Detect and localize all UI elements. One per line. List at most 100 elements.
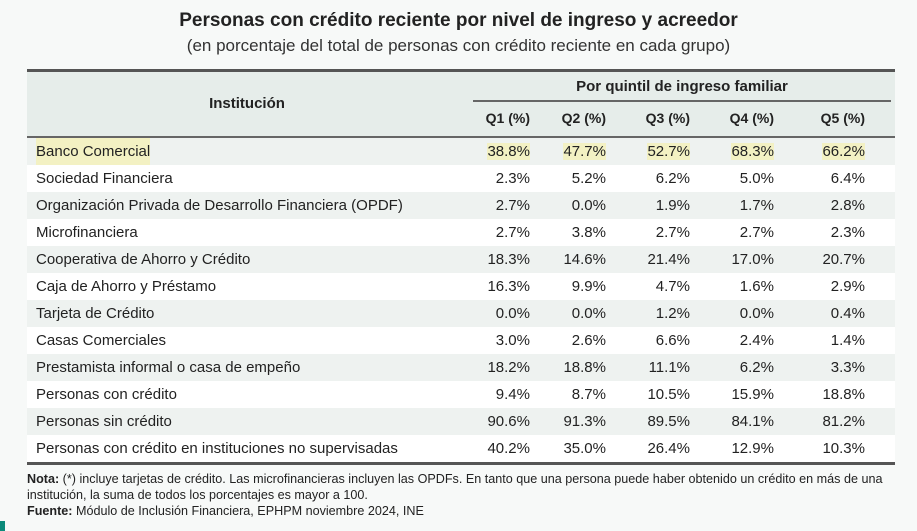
cell-q5: 10.3%: [795, 435, 865, 462]
row-label: Prestamista informal o casa de empeño: [36, 359, 301, 376]
cell-value: 16.3%: [487, 278, 530, 295]
cell-value: 2.8%: [830, 197, 865, 214]
cell-value: 4.7%: [655, 278, 690, 295]
cell-q5: 1.4%: [795, 327, 865, 354]
cell-value: 6.4%: [830, 170, 865, 187]
table-row: Caja de Ahorro y Préstamo 16.3% 9.9% 4.7% 1.…: [27, 273, 895, 300]
cell-value: 12.9%: [731, 440, 774, 457]
table-row: Microfinanciera 2.7% 3.8% 2.7% 2.7% 2.3%: [27, 219, 895, 246]
cell-q3: 4.7%: [620, 273, 690, 300]
cell-q4: 17.0%: [704, 246, 774, 273]
cell-q5: 6.4%: [795, 165, 865, 192]
row-label: Cooperativa de Ahorro y Crédito: [36, 251, 251, 268]
cell-q5: 66.2%: [795, 138, 865, 165]
cell-q1: 0.0%: [460, 300, 530, 327]
cell-q1: 2.7%: [460, 219, 530, 246]
cell-q2: 47.7%: [536, 138, 606, 165]
cell-value: 81.2%: [822, 413, 865, 430]
cell-q3: 21.4%: [620, 246, 690, 273]
cell-value: 9.9%: [571, 278, 606, 295]
note-line: Nota: (*) incluye tarjetas de crédito. L…: [27, 471, 897, 503]
cell-value: 6.6%: [655, 332, 690, 349]
note-label: Nota:: [27, 472, 60, 486]
cell-value: 21.4%: [647, 251, 690, 268]
source-line: Fuente: Módulo de Inclusión Financiera, …: [27, 503, 897, 519]
cell-q3: 52.7%: [620, 138, 690, 165]
quintile-group-header: Por quintil de ingreso familiar: [473, 78, 891, 102]
cell-q3: 89.5%: [620, 408, 690, 435]
cell-value: 2.9%: [830, 278, 865, 295]
table-body: Banco Comercial 38.8% 47.7% 52.7% 68.3% 66.2%…: [27, 138, 895, 462]
cell-value: 8.7%: [571, 386, 606, 403]
table-row: Tarjeta de Crédito 0.0% 0.0% 1.2% 0.0% 0.4%: [27, 300, 895, 327]
cell-q3: 6.2%: [620, 165, 690, 192]
cell-q2: 0.0%: [536, 300, 606, 327]
cell-value: 3.8%: [571, 224, 606, 241]
cell-value: 14.6%: [563, 251, 606, 268]
data-table: Institución Por quintil de ingreso famil…: [27, 69, 895, 465]
cell-q5: 2.9%: [795, 273, 865, 300]
cell-value: 2.7%: [495, 224, 530, 241]
row-label: Organización Privada de Desarrollo Finan…: [36, 197, 403, 214]
cell-value: 2.7%: [655, 224, 690, 241]
cell-q3: 11.1%: [620, 354, 690, 381]
cell-value: 3.3%: [830, 359, 865, 376]
cell-q1: 2.7%: [460, 192, 530, 219]
table-row: Organización Privada de Desarrollo Finan…: [27, 192, 895, 219]
row-label: Personas sin crédito: [36, 413, 172, 430]
cell-q3: 10.5%: [620, 381, 690, 408]
cell-q5: 0.4%: [795, 300, 865, 327]
cell-q1: 40.2%: [460, 435, 530, 462]
cell-value: 18.8%: [822, 386, 865, 403]
source-text: Módulo de Inclusión Financiera, EPHPM no…: [72, 504, 424, 518]
cell-q2: 91.3%: [536, 408, 606, 435]
cell-value: 1.7%: [739, 197, 774, 214]
cell-q1: 9.4%: [460, 381, 530, 408]
cell-value: 0.0%: [571, 197, 606, 214]
cell-q5: 2.8%: [795, 192, 865, 219]
cell-q2: 3.8%: [536, 219, 606, 246]
cell-q3: 2.7%: [620, 219, 690, 246]
cell-value: 0.0%: [739, 305, 774, 322]
cell-value: 2.4%: [739, 332, 774, 349]
cell-value: 0.4%: [830, 305, 865, 322]
cell-value: 68.3%: [731, 143, 774, 160]
cell-q5: 20.7%: [795, 246, 865, 273]
cell-q4: 12.9%: [704, 435, 774, 462]
corner-accent: [0, 521, 5, 531]
cell-value: 90.6%: [487, 413, 530, 430]
institution-header: Institución: [209, 95, 285, 112]
cell-value: 0.0%: [571, 305, 606, 322]
cell-value: 38.8%: [487, 143, 530, 160]
cell-q2: 35.0%: [536, 435, 606, 462]
cell-q1: 18.3%: [460, 246, 530, 273]
row-label: Caja de Ahorro y Préstamo: [36, 278, 217, 295]
cell-value: 18.2%: [487, 359, 530, 376]
footnote: Nota: (*) incluye tarjetas de crédito. L…: [27, 471, 897, 519]
cell-q1: 16.3%: [460, 273, 530, 300]
cell-value: 1.2%: [655, 305, 690, 322]
cell-value: 2.7%: [495, 197, 530, 214]
cell-q1: 18.2%: [460, 354, 530, 381]
cell-value: 40.2%: [487, 440, 530, 457]
cell-value: 17.0%: [731, 251, 774, 268]
column-headers: Q1 (%) Q2 (%) Q3 (%) Q4 (%) Q5 (%): [27, 110, 895, 132]
cell-value: 52.7%: [647, 143, 690, 160]
cell-q5: 2.3%: [795, 219, 865, 246]
cell-value: 11.1%: [648, 359, 690, 376]
cell-value: 15.9%: [731, 386, 774, 403]
cell-q3: 1.2%: [620, 300, 690, 327]
cell-value: 84.1%: [731, 413, 774, 430]
cell-value: 5.0%: [739, 170, 774, 187]
table-row: Cooperativa de Ahorro y Crédito 18.3% 14.6…: [27, 246, 895, 273]
cell-value: 89.5%: [647, 413, 690, 430]
cell-q4: 6.2%: [704, 354, 774, 381]
cell-value: 5.2%: [571, 170, 606, 187]
cell-q1: 3.0%: [460, 327, 530, 354]
cell-q2: 8.7%: [536, 381, 606, 408]
row-label: Personas con crédito en instituciones no…: [36, 440, 398, 457]
cell-q2: 9.9%: [536, 273, 606, 300]
cell-value: 10.5%: [647, 386, 690, 403]
cell-value: 66.2%: [822, 143, 865, 160]
source-label: Fuente:: [27, 504, 73, 518]
